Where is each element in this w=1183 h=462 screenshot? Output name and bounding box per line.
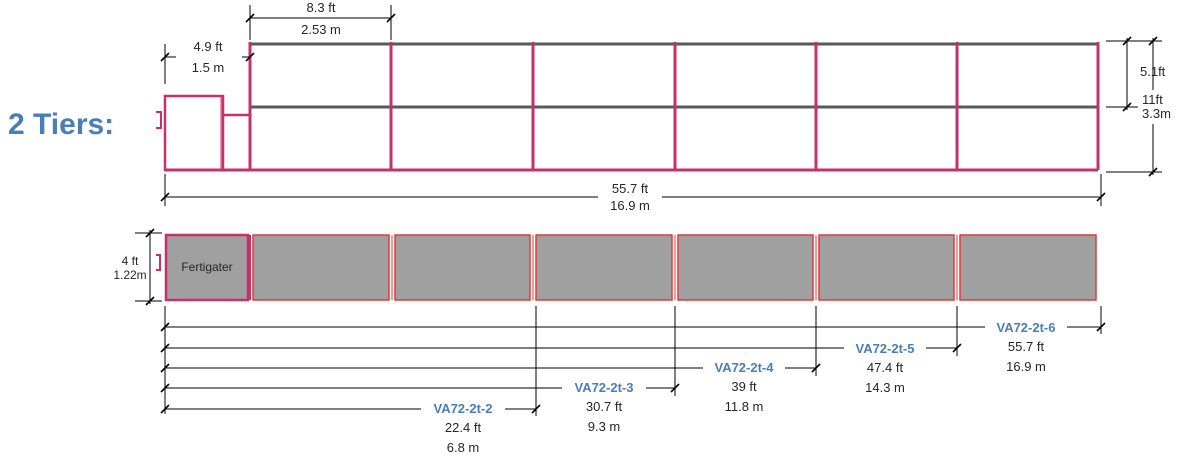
model-length-ft: 47.4 ft xyxy=(867,360,904,375)
model-length-m: 16.9 m xyxy=(1006,359,1046,374)
model-name: VA72-2t-2 xyxy=(433,401,492,416)
model-name: VA72-2t-6 xyxy=(996,320,1055,335)
model-name: VA72-2t-4 xyxy=(714,360,774,375)
grow-bed xyxy=(959,234,1097,301)
model-dimension-5: VA72-2t-5 47.4 ft 14.3 m xyxy=(160,306,962,396)
total-length-m: 16.9 m xyxy=(610,198,650,213)
model-length-ft: 39 ft xyxy=(731,379,757,394)
plan-view: Fertigater 4 ft 1. xyxy=(113,228,1097,306)
model-name: VA72-2t-3 xyxy=(574,380,633,395)
bed-width-dimension: 4 ft 1.22m xyxy=(113,228,162,306)
bed-width-ft: 4 ft xyxy=(122,254,139,268)
bay-width-dimension: 8.3 ft 2.53 m xyxy=(245,0,396,40)
model-dimension-6: VA72-2t-6 55.7 ft 16.9 m xyxy=(160,306,1106,374)
diagram-title: 2 Tiers: xyxy=(8,108,114,141)
model-length-m: 9.3 m xyxy=(588,419,621,434)
model-length-m: 11.8 m xyxy=(725,399,764,414)
fertigater-width-m: 1.5 m xyxy=(192,60,225,75)
model-length-ft: 30.7 ft xyxy=(586,399,623,414)
fertigater-width-dimension: 4.9 ft 1.5 m xyxy=(160,38,255,84)
model-length-m: 6.8 m xyxy=(447,440,480,455)
model-dimension-4: VA72-2t-4 39 ft 11.8 m xyxy=(160,306,821,415)
bed-width-m: 1.22m xyxy=(113,268,146,282)
total-height-dimension: 11ft 3.3m xyxy=(1106,36,1174,177)
grow-bed xyxy=(252,234,390,301)
fertigater-elevation xyxy=(163,94,225,172)
model-lengths: VA72-2t-6 55.7 ft 16.9 m VA72-2t-5 47.4 … xyxy=(160,306,1106,459)
fertigater-plan xyxy=(164,233,250,302)
bay-width-ft: 8.3 ft xyxy=(307,0,336,15)
grow-bed xyxy=(394,234,531,301)
model-length-ft: 55.7 ft xyxy=(1008,339,1045,354)
model-dimension-2: VA72-2t-2 22.4 ft 6.8 m xyxy=(160,306,541,459)
model-name: VA72-2t-5 xyxy=(855,341,914,356)
posts xyxy=(248,42,1100,170)
fertigater-bracket xyxy=(156,111,162,129)
grow-bed xyxy=(677,234,814,301)
bay-width-m: 2.53 m xyxy=(301,22,341,37)
total-height-ft: 11ft xyxy=(1142,92,1163,107)
fertigater-label: Fertigater xyxy=(181,260,232,274)
model-length-ft: 22.4 ft xyxy=(445,420,482,435)
grow-bed xyxy=(818,234,955,301)
elevation-view: 8.3 ft 2.53 m 4.9 ft 1.5 m 5.1ft xyxy=(156,0,1174,214)
plan-posts xyxy=(249,235,958,300)
total-length-ft: 55.7 ft xyxy=(612,181,649,196)
model-dimension-3: VA72-2t-3 30.7 ft 9.3 m xyxy=(160,306,680,435)
model-length-m: 14.3 m xyxy=(865,380,905,395)
grow-bed xyxy=(535,234,673,301)
total-length-dimension: 55.7 ft 16.9 m xyxy=(160,174,1106,214)
fertigater-width-ft: 4.9 ft xyxy=(194,39,223,54)
grow-beds xyxy=(252,234,1097,301)
total-height-m: 3.3m xyxy=(1142,106,1171,121)
